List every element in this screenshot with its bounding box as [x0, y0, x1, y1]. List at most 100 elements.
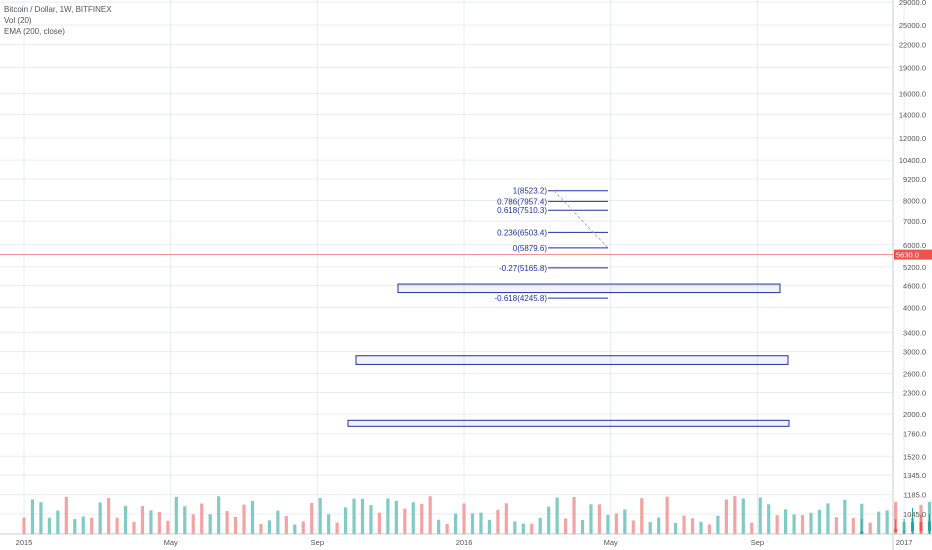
volume-bar	[250, 500, 255, 534]
volume-bar	[377, 512, 382, 534]
support-zone-box	[355, 355, 789, 365]
candle-body	[911, 522, 915, 532]
ema-line	[0, 254, 893, 255]
volume-bar	[614, 513, 618, 534]
volume-bar	[73, 519, 77, 534]
volume-bar	[242, 504, 246, 534]
volume-bar	[767, 504, 771, 534]
volume-bar	[462, 503, 466, 534]
volume-bar	[318, 497, 322, 534]
volume-bar	[479, 512, 483, 534]
candle-body	[919, 522, 923, 532]
volume-bar	[437, 519, 441, 534]
volume-bar	[259, 523, 263, 534]
fib-level-label: 1(8523.2)	[513, 187, 548, 196]
volume-bar	[267, 520, 272, 534]
price-tick-label: 5200.0	[903, 263, 926, 272]
time-tick-label: 2017	[896, 538, 913, 547]
volume-bar	[360, 498, 365, 534]
volume-bar	[868, 522, 872, 534]
volume-bar	[792, 514, 796, 534]
volume-bar	[149, 510, 153, 534]
volume-bar	[335, 522, 339, 534]
symbol-title[interactable]: Bitcoin / Dollar, 1W, BITFINEX	[4, 5, 112, 14]
volume-bar	[183, 506, 187, 534]
volume-bar	[233, 516, 238, 534]
volume-bar	[572, 497, 576, 534]
price-tick-label: 8000.0	[903, 196, 926, 205]
volume-bar	[716, 515, 720, 534]
volume-bar	[606, 514, 610, 534]
volume-bar	[547, 506, 551, 534]
volume-bar	[411, 502, 415, 534]
volume-bar	[563, 518, 568, 534]
price-tick-label: 2000.0	[903, 410, 926, 419]
volume-bar	[428, 496, 432, 534]
volume-bar	[22, 517, 26, 534]
volume-bar	[800, 515, 805, 534]
volume-bar	[877, 511, 881, 534]
fibonacci-retracement[interactable]: 1(8523.2)0.786(7957.4)0.618(7510.3) 0.236…	[495, 187, 609, 303]
volume-bar	[631, 520, 635, 534]
ema-indicator-label[interactable]: EMA (200, close)	[4, 27, 65, 36]
last-price-label: 5630.0	[896, 251, 919, 260]
time-tick-label: Sep	[751, 538, 764, 547]
fib-level-label: 0.786(7957.4)	[497, 197, 547, 206]
volume-bar	[191, 514, 195, 534]
volume-bar	[174, 496, 178, 534]
volume-bar	[284, 516, 288, 534]
price-tick-label: 2600.0	[903, 370, 926, 379]
volume-bar	[580, 519, 585, 534]
volume-bar	[293, 524, 297, 534]
support-zones[interactable]	[347, 283, 790, 427]
price-tick-label: 10400.0	[899, 156, 926, 165]
fib-trend-line	[553, 190, 609, 249]
volume-bar	[589, 504, 593, 534]
volume-bar	[623, 509, 627, 534]
time-axis[interactable]: 2015MaySep2016MaySep2017MaySep2018MaySep…	[16, 538, 932, 547]
price-tick-label: 2300.0	[903, 388, 926, 397]
volume-bar	[157, 511, 161, 534]
fib-level-label: 0(5879.6)	[513, 244, 548, 253]
volume-bar	[809, 512, 813, 534]
time-tick-label: 2015	[16, 538, 33, 547]
volume-bar	[860, 503, 864, 534]
price-tick-label: 25000.0	[899, 21, 926, 30]
time-tick-label: Sep	[311, 538, 324, 547]
volume-bar	[369, 505, 373, 534]
price-candles	[860, 507, 931, 534]
volume-bar	[327, 514, 331, 534]
volume-indicator-label[interactable]: Vol (20)	[4, 16, 32, 25]
volume-bar	[640, 498, 644, 534]
volume-bar	[47, 517, 51, 534]
volume-bar	[217, 496, 221, 534]
support-zone-box	[347, 419, 790, 427]
volume-bar	[81, 516, 85, 534]
price-tick-label: 1760.0	[903, 430, 926, 439]
volume-bar	[538, 517, 542, 534]
candle-body	[894, 528, 898, 533]
volume-bar	[470, 513, 475, 534]
volume-bar	[132, 521, 136, 534]
volume-bar	[597, 504, 602, 534]
volume-bar	[750, 522, 754, 534]
volume-bar	[276, 510, 280, 534]
price-tick-label: 1345.0	[903, 471, 926, 480]
time-tick-label: 2016	[456, 538, 473, 547]
volume-bar	[513, 521, 517, 534]
volume-bar	[445, 523, 449, 534]
candle-body	[902, 531, 906, 533]
fib-level-label: -0.27(5165.8)	[499, 264, 547, 273]
volume-bar	[166, 520, 170, 534]
price-axis[interactable]: 1045.0 1185.0 1345.0 1520.0 1760.0 2000.0 2300…	[894, 0, 932, 519]
volume-bar	[673, 523, 678, 534]
volume-bar	[530, 523, 534, 534]
volume-bar	[386, 498, 390, 534]
time-tick-label: May	[164, 538, 178, 547]
volume-bar	[724, 499, 728, 534]
volume-bar	[115, 517, 119, 534]
price-tick-label: 12000.0	[899, 134, 926, 143]
volume-bar	[894, 502, 898, 534]
price-tick-label: 19000.0	[899, 63, 926, 72]
